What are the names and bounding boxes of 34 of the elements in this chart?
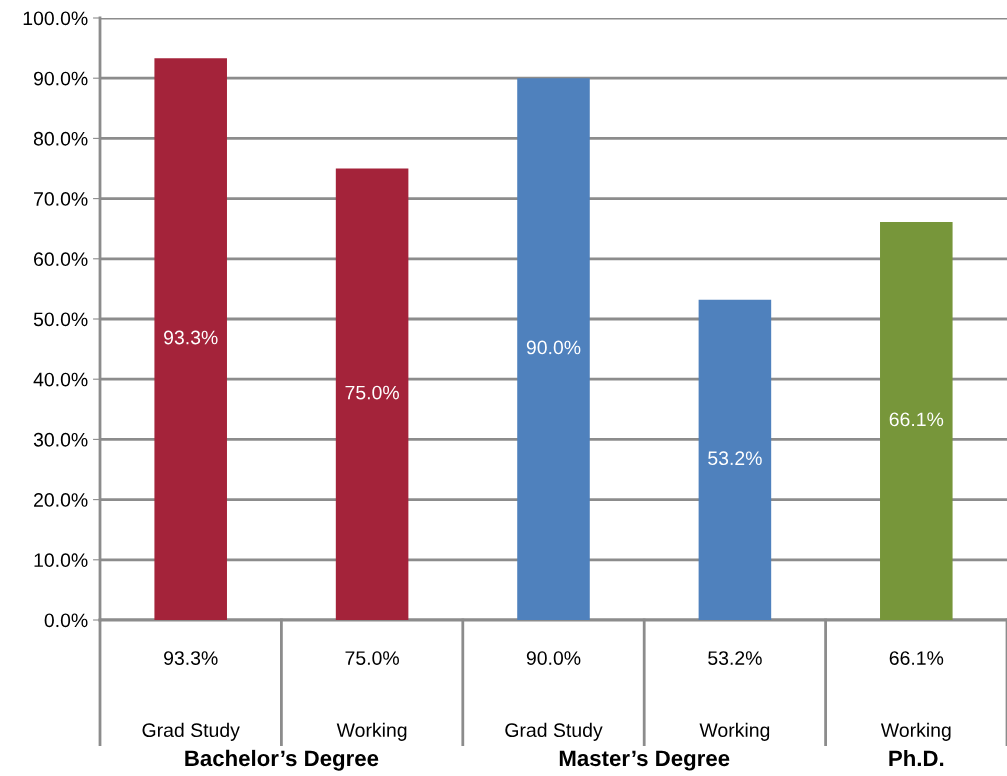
y-tick-label: 10.0% [34,553,88,568]
y-tick-label: 90.0% [33,71,88,86]
x-tick-label: Working [336,722,407,741]
y-tick-label: 80.0% [33,131,88,146]
x-tick-label: Working [699,722,770,741]
x-tick-label: Working [880,722,951,741]
text: Master’s Degree [559,750,730,771]
data-label: 66.1% [889,651,944,665]
text: Bachelor’s Degree [185,749,379,771]
y-tick-label: 50.0% [33,312,88,327]
y-tick-label: 70.0% [34,192,88,206]
text: 53.2% [708,451,762,466]
x-tick-label: Grad Study [142,722,240,741]
bar [880,222,953,620]
y-tick-label: 100.0% [23,11,88,26]
bar [335,168,409,620]
data-label: 75.0% [345,651,399,665]
data-label: 93.3% [164,651,218,665]
text: 66.1% [889,412,944,427]
data-label: 53.2% [708,651,762,665]
y-tick-label: 0.0% [44,613,88,628]
text: 75.0% [345,385,399,400]
y-tick-label: 60.0% [34,252,88,267]
bar [154,58,227,620]
bar [698,299,772,620]
y-tick-label: 40.0% [33,372,88,387]
text: Ph.D. [889,749,944,767]
text: 93.3% [164,330,218,345]
y-tick-label: 20.0% [34,493,88,507]
text: 90.0% [526,340,581,355]
x-tick-label: Grad Study [505,722,603,741]
y-tick-label: 30.0% [33,432,88,447]
data-label: 90.0% [526,651,581,665]
bar [517,78,590,620]
